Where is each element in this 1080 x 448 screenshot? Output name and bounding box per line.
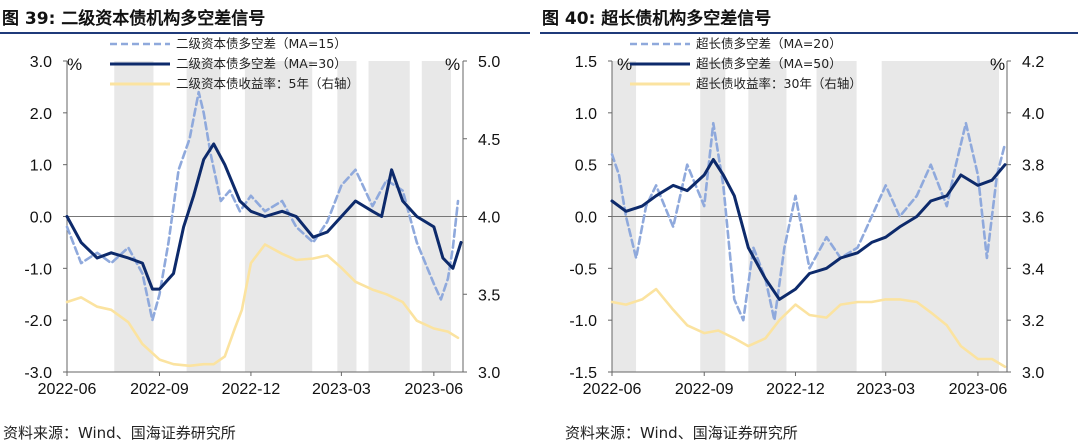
chart40-left-unit: % [617, 55, 632, 74]
chart40-x-tick-label: 2022-12 [766, 381, 825, 398]
chart40-left-tick-label: 1.0 [575, 106, 597, 123]
right-title-rule [540, 32, 1078, 34]
chart40-series-line [610, 158, 1007, 301]
chart40-series-line [610, 287, 1007, 369]
chart40-x-tick-label: 2022-09 [675, 381, 734, 398]
left-source-note: 资料来源：Wind、国海证券研究所 [3, 424, 236, 442]
chart39-left-tick-label: -2.0 [24, 313, 52, 330]
chart39-series-line [65, 243, 460, 368]
chart40-right-unit: % [990, 55, 1005, 74]
chart39-x-tick-label: 2022-09 [130, 381, 189, 398]
chart39-right-tick-label: 4.5 [478, 132, 500, 149]
chart40-right-tick-label: 4.0 [1022, 106, 1044, 123]
chart39-right-tick-label: 5.0 [478, 54, 500, 71]
chart39-right-tick-label: 3.5 [478, 287, 500, 304]
chart39-left-unit: % [67, 55, 82, 74]
chart39-left-tick-label: 1.0 [30, 158, 52, 175]
chart39-legend-label: 二级资本债收益率：5年（右轴） [176, 76, 359, 91]
right-panel-title: 图 40: 超长债机构多空差信号 [542, 9, 772, 29]
chart39-x-tick-label: 2022-12 [222, 381, 281, 398]
chart39-right-tick-label: 4.0 [478, 210, 500, 227]
chart40-series-line [610, 121, 1007, 322]
chart40-right-tick-label: 3.8 [1022, 158, 1044, 175]
chart40-x-tick-label: 2022-06 [583, 381, 642, 398]
chart40-right-tick-label: 3.0 [1022, 365, 1044, 382]
chart39-x-tick-label: 2023-03 [312, 381, 371, 398]
chart40-x-tick-label: 2023-06 [949, 381, 1008, 398]
chart40-legend-label: 超长债收益率：30年（右轴） [696, 76, 862, 91]
chart39-series-line [65, 90, 460, 322]
chart39-right-unit: % [445, 55, 460, 74]
chart40-legend-label: 超长债多空差（MA=20） [696, 36, 842, 51]
chart40-left-tick-label: 0.0 [575, 210, 597, 227]
chart39-left-tick-label: 2.0 [30, 106, 52, 123]
chart40-left-tick-label: -1.5 [569, 365, 597, 382]
chart40-left-tick-label: 1.5 [575, 54, 597, 71]
right-source-note: 资料来源：Wind、国海证券研究所 [565, 424, 798, 442]
chart39-legend-label: 二级资本债多空差（MA=30） [176, 56, 347, 71]
left-title-rule [0, 32, 530, 34]
chart39-left-tick-label: -3.0 [24, 365, 52, 382]
left-panel-title: 图 39: 二级资本债机构多空差信号 [2, 9, 266, 29]
chart40-x-tick-label: 2023-03 [856, 381, 915, 398]
chart40-left-tick-label: -0.5 [569, 261, 597, 278]
chart39-series-line [65, 142, 463, 291]
chart40-right-tick-label: 3.4 [1022, 261, 1044, 278]
chart40-legend-label: 超长债多空差（MA=50） [696, 56, 842, 71]
chart40-left-tick-label: -1.0 [569, 313, 597, 330]
chart40-right-tick-label: 4.2 [1022, 54, 1044, 71]
chart39-x-tick-label: 2022-06 [38, 381, 97, 398]
chart39-right-tick-label: 3.0 [478, 365, 500, 382]
chart39-left-tick-label: 3.0 [30, 54, 52, 71]
chart39-legend-label: 二级资本债多空差（MA=15） [176, 36, 347, 51]
chart39-left-tick-label: 0.0 [30, 210, 52, 227]
chart39-x-tick-label: 2023-06 [404, 381, 463, 398]
chart40-right-tick-label: 3.6 [1022, 210, 1044, 227]
chart40-left-tick-label: 0.5 [575, 158, 597, 175]
chart40-right-tick-label: 3.2 [1022, 313, 1044, 330]
chart39-left-tick-label: -1.0 [24, 261, 52, 278]
